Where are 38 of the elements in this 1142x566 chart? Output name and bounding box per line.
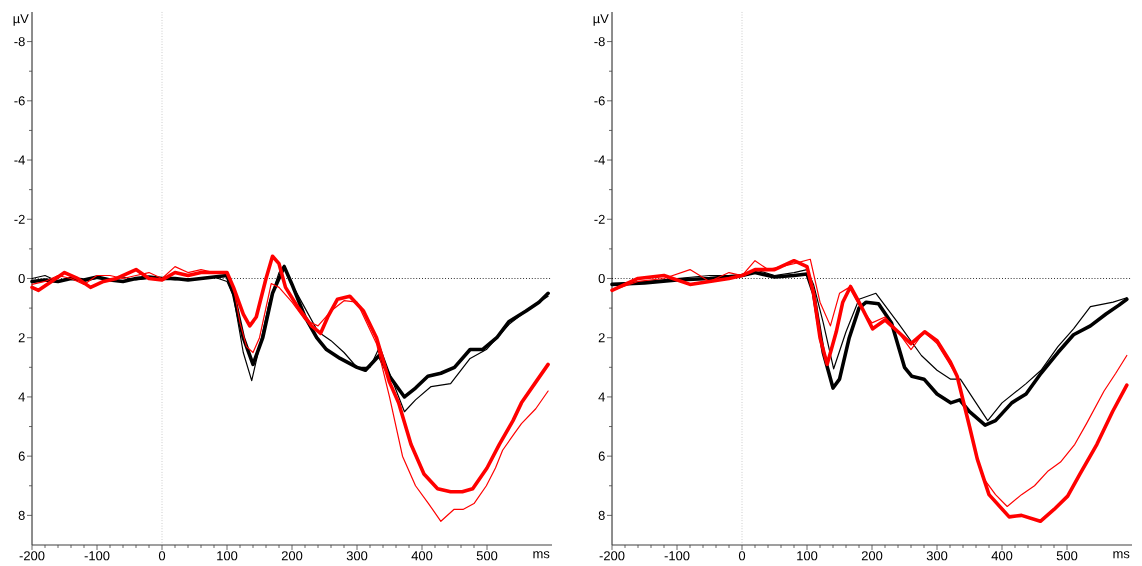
y-tick-label: -4 [14, 155, 25, 165]
y-tick-label: -2 [594, 214, 605, 224]
y-tick-label: -8 [594, 37, 605, 47]
x-tick-label: 500 [476, 551, 498, 561]
x-tick-label: 300 [346, 551, 368, 561]
x-tick-label: 200 [861, 551, 883, 561]
x-tick-label: 0 [158, 551, 166, 561]
x-tick-label: 400 [991, 551, 1013, 561]
y-tick-label: -8 [14, 37, 25, 47]
y-tick-label: 2 [598, 333, 605, 343]
y-tick-label: -6 [594, 96, 605, 106]
y-tick-label: 4 [598, 392, 605, 402]
y-tick-label: 0 [18, 273, 25, 284]
x-tick-label: -100 [664, 551, 690, 561]
y-tick-label: 6 [18, 451, 25, 461]
x-tick-label: 100 [217, 551, 238, 561]
y-tick-label: -4 [594, 155, 605, 165]
y-axis-title: µV [593, 14, 609, 26]
y-tick-label: 6 [598, 451, 605, 461]
y-tick-label: 2 [18, 333, 25, 343]
x-tick-label: 300 [926, 551, 948, 561]
x-tick-label: -200 [599, 551, 625, 561]
y-tick-label: 8 [18, 510, 25, 520]
y-tick-label: -2 [14, 214, 25, 224]
y-tick-label: 4 [18, 392, 25, 402]
x-axis-title: ms [1113, 551, 1130, 559]
x-tick-label: 400 [411, 551, 433, 561]
y-tick-label: 8 [598, 510, 605, 520]
x-tick-label: 500 [1056, 551, 1078, 561]
x-axis-title: ms [533, 551, 550, 559]
x-tick-label: 0 [738, 551, 746, 561]
x-tick-label: -100 [84, 551, 110, 561]
y-tick-label: 0 [598, 273, 605, 284]
x-tick-label: -200 [19, 551, 45, 561]
x-tick-label: 200 [281, 551, 303, 561]
y-axis-title: µV [13, 14, 29, 26]
x-tick-label: 100 [797, 551, 818, 561]
y-tick-label: -6 [14, 96, 25, 106]
